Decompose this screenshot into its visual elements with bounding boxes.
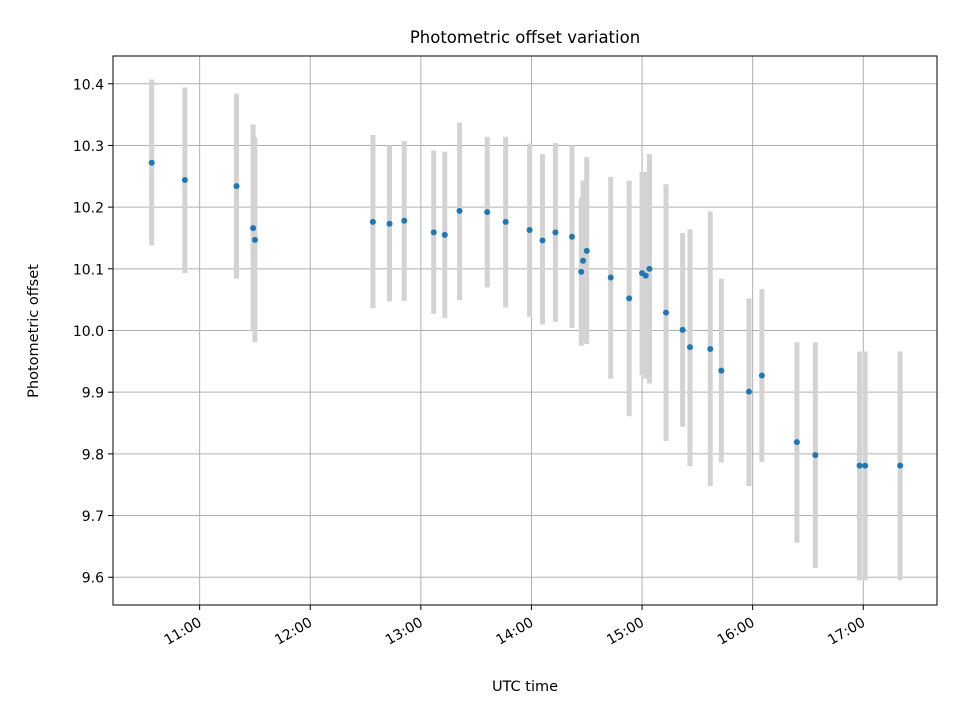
data-point — [793, 439, 800, 446]
y-tick-label: 9.8 — [82, 447, 104, 463]
data-point — [642, 272, 649, 279]
data-point — [862, 462, 869, 469]
data-point — [250, 225, 257, 232]
y-axis-label: Photometric offset — [26, 264, 42, 398]
data-point — [484, 209, 491, 216]
data-point — [569, 233, 576, 240]
data-point — [663, 309, 670, 316]
data-point — [233, 183, 240, 190]
data-point — [430, 229, 437, 236]
data-point — [897, 462, 904, 469]
data-point — [369, 218, 376, 225]
data-point — [580, 257, 587, 264]
chart-title: Photometric offset variation — [410, 28, 640, 47]
point-layer — [148, 159, 904, 469]
data-point — [646, 265, 653, 272]
data-point — [707, 346, 714, 353]
data-point — [441, 231, 448, 238]
data-point — [583, 247, 590, 254]
data-point — [251, 236, 258, 243]
data-point — [758, 372, 765, 379]
x-axis-label: UTC time — [492, 679, 558, 695]
data-point — [686, 344, 693, 351]
y-tick-label: 10.0 — [73, 324, 104, 340]
y-tick-label: 9.9 — [82, 386, 104, 402]
data-point — [812, 452, 819, 459]
data-point — [502, 218, 509, 225]
y-tick-label: 9.6 — [82, 571, 104, 587]
y-tick-label: 10.1 — [73, 262, 104, 278]
y-tick-label: 10.4 — [73, 77, 104, 93]
data-point — [679, 326, 686, 333]
y-tick-label: 10.3 — [73, 139, 104, 155]
data-point — [401, 217, 408, 224]
data-point — [578, 268, 585, 275]
data-point — [181, 176, 188, 183]
data-point — [607, 274, 614, 281]
grid-layer — [113, 56, 937, 605]
y-tick-label: 9.7 — [82, 509, 104, 525]
data-point — [856, 462, 863, 469]
data-point — [386, 220, 393, 227]
data-point — [552, 229, 559, 236]
data-point — [626, 295, 633, 302]
data-point — [745, 388, 752, 395]
y-tick-label: 10.2 — [73, 201, 104, 217]
data-point — [718, 367, 725, 374]
data-point — [456, 207, 463, 214]
data-point — [526, 226, 533, 233]
data-point — [148, 159, 155, 166]
data-point — [539, 237, 546, 244]
